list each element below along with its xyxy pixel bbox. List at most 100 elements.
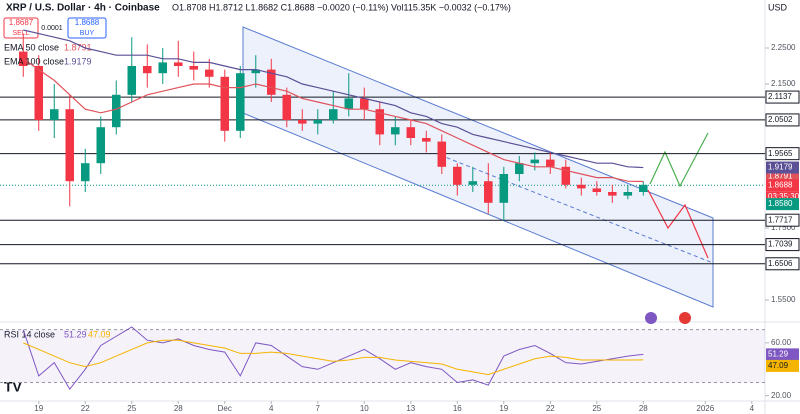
candle-body: [592, 188, 602, 192]
rsi-band: [0, 329, 765, 383]
candle-body: [561, 166, 571, 185]
x-tick-label: 2026: [696, 404, 714, 413]
candle-body: [174, 62, 183, 66]
level-label-bg: [765, 238, 800, 252]
legend-name: EMA 50 close: [4, 42, 59, 52]
symbol-title: XRP / U.S. Dollar · 4h · Coinbase: [6, 3, 160, 14]
candle-body: [484, 181, 493, 203]
last-price-tag-bg: [766, 179, 799, 192]
event-icon[interactable]: [645, 312, 657, 324]
candle-body: [437, 141, 447, 167]
buy-button[interactable]: [67, 17, 107, 39]
bull-projection: [649, 132, 709, 188]
candle-body: [530, 159, 540, 164]
candle-body: [406, 127, 416, 138]
x-tick-label: 22: [81, 404, 90, 413]
level-label: 1.7717: [768, 215, 793, 224]
support-tag: 1.8580: [768, 199, 793, 208]
candle-body: [499, 174, 509, 203]
candle-body: [313, 120, 323, 124]
x-tick-label: 4: [269, 404, 274, 413]
candle-body: [205, 69, 214, 77]
sell-label: SELL: [12, 30, 29, 37]
rsi-tag: 51.29: [768, 349, 789, 358]
legend-name: EMA 100 close: [4, 56, 64, 66]
level-label: 1.7039: [768, 240, 793, 249]
candle-body: [80, 163, 90, 182]
ema-tag: 1.9179: [768, 163, 793, 172]
candle-body: [127, 66, 137, 95]
y-tick-label: 2.2500: [771, 43, 796, 52]
x-tick-label: 19: [499, 404, 508, 413]
candle-body: [515, 163, 524, 174]
level-label-bg: [765, 213, 800, 227]
level-label-bg: [765, 147, 800, 161]
x-tick-label: 13: [406, 404, 415, 413]
level-label-bg: [765, 257, 800, 271]
candle-body: [577, 184, 586, 189]
candle-body: [468, 181, 478, 185]
x-tick-label: 28: [174, 404, 183, 413]
candle-body: [375, 109, 385, 135]
candle-body: [251, 69, 261, 74]
buy-price: 1.8688: [75, 18, 100, 27]
sell-button[interactable]: [3, 17, 39, 39]
x-tick-label: 16: [453, 404, 462, 413]
ohlc: O1.8708 H1.8712 L1.8682 C1.8688 −0.0020 …: [172, 2, 511, 12]
rsi-legend: RSI 14 close: [4, 329, 55, 339]
candle-body: [639, 184, 648, 192]
rsi-ma-tag: 47.09: [768, 361, 789, 370]
currency: USD: [768, 2, 788, 12]
level-label: 1.9565: [768, 149, 793, 158]
candle-body: [96, 127, 106, 164]
y-tick-label: 1.7500: [771, 223, 796, 232]
candle-body: [453, 166, 462, 185]
candle-body: [189, 66, 199, 70]
ema-line: [23, 29, 644, 169]
legend-value: 1.8791: [64, 42, 92, 52]
rsi-tag-bg: [766, 348, 799, 361]
x-tick-label: 19: [34, 404, 43, 413]
candle-body: [158, 62, 168, 74]
candle-body: [34, 66, 44, 120]
x-tick-label: 4: [750, 404, 755, 413]
candle-body: [329, 109, 338, 120]
countdown: 03:35:30: [768, 192, 800, 201]
rsi-ma-line: [23, 339, 644, 376]
y-tick-label: 2.1500: [771, 79, 796, 88]
ema-line: [22, 58, 644, 183]
level-label-bg: [765, 113, 800, 127]
x-tick-label: 25: [127, 404, 136, 413]
candle-body: [282, 94, 292, 120]
candle-body: [49, 109, 59, 120]
candle-body: [236, 73, 245, 131]
sell-price: 1.8687: [9, 18, 34, 27]
level-label-bg: [765, 90, 800, 104]
rsi-ma-value: 47.09: [88, 329, 111, 339]
x-tick-label: Dec: [218, 404, 232, 413]
bear-projection: [647, 189, 709, 259]
ema-tag: 1.8791: [768, 172, 793, 181]
candle-body: [65, 109, 75, 182]
x-tick-label: 10: [360, 404, 369, 413]
last-price-tag: 1.8688: [768, 180, 793, 189]
x-tick-label: 7: [316, 404, 321, 413]
countdown-bg: [766, 191, 799, 203]
candle-body: [111, 94, 121, 128]
candle-body: [360, 98, 369, 110]
y-tick-label: 1.5500: [771, 295, 796, 304]
x-tick-label: 28: [639, 404, 648, 413]
rsi-tick-label: 60.00: [771, 338, 792, 347]
candle-body: [143, 66, 152, 74]
rsi-value: 51.29: [64, 329, 87, 339]
candle-body: [608, 192, 617, 196]
candle-body: [391, 127, 400, 135]
rsi-ma-tag-bg: [766, 359, 799, 372]
flag-icon[interactable]: [679, 312, 691, 324]
legend-value: 1.9179: [64, 56, 92, 66]
x-tick-label: 22: [546, 404, 555, 413]
rsi-line: [22, 326, 644, 390]
buy-label: BUY: [80, 30, 95, 37]
candle-body: [220, 76, 230, 131]
